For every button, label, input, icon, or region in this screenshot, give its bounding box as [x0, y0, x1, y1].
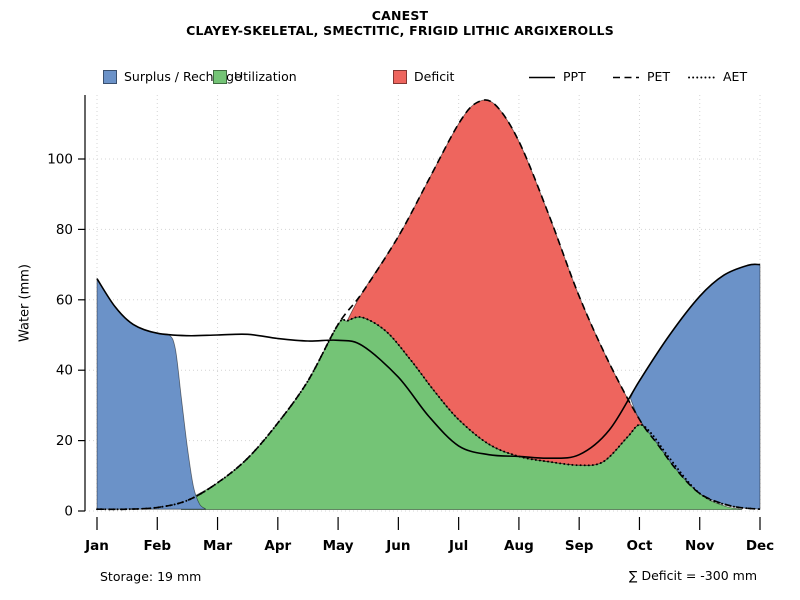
legend-item-utilization: Utilization: [213, 69, 297, 84]
y-tick-label: 80: [56, 222, 73, 238]
y-tick-label: 100: [47, 152, 73, 168]
y-tick-label: 0: [64, 504, 73, 520]
legend-label: Deficit: [414, 69, 455, 84]
legend-label: Surplus / Recharge: [124, 69, 242, 84]
y-axis-title: Water (mm): [17, 263, 33, 343]
legend-swatch-utilization: [213, 69, 227, 84]
chart-legend: Surplus / Recharge Utilization Deficit PPT P…: [0, 69, 800, 87]
deficit-annotation: ∑ Deficit = -300 mm: [629, 568, 757, 583]
chart-title: CANEST: [371, 8, 429, 23]
x-tick-label: Jul: [448, 538, 468, 554]
x-tick-label: Jan: [84, 538, 109, 554]
x-tick-label: Nov: [685, 538, 715, 554]
x-tick-label: Sep: [565, 538, 594, 554]
x-tick-label: Aug: [504, 538, 534, 554]
legend-swatch-surplus: [103, 69, 117, 84]
region-surplus-recharge-left: [96, 277, 206, 510]
legend-swatch-deficit: [393, 69, 407, 84]
x-tick-label: Mar: [203, 538, 233, 554]
x-tick-label: Apr: [264, 538, 291, 554]
legend-label: AET: [723, 69, 748, 84]
x-tick-label: Jun: [385, 538, 410, 554]
legend-item-pet: PET: [612, 69, 670, 84]
legend-line-sample-solid-icon: [529, 76, 555, 78]
legend-item-ppt: PPT: [528, 69, 586, 84]
x-tick-label: May: [323, 538, 354, 554]
series-line-aet: [96, 316, 761, 511]
legend-label: PET: [647, 69, 671, 84]
y-tick-label: 20: [56, 433, 73, 449]
legend-label: Utilization: [234, 69, 297, 84]
y-tick-label: 60: [56, 292, 73, 308]
legend-line-sample-dotted-icon: [688, 76, 716, 78]
legend-line-sample-dashed-icon: [613, 76, 639, 78]
chart-subtitle: CLAYEY-SKELETAL, SMECTITIC, FRIGID LITHI…: [186, 23, 614, 38]
legend-item-aet: AET: [688, 69, 747, 84]
x-tick-label: Oct: [626, 538, 652, 554]
legend-item-deficit: Deficit: [393, 69, 454, 84]
series-line-ppt: [96, 263, 761, 460]
storage-annotation: Storage: 19 mm: [100, 569, 202, 584]
x-tick-label: Dec: [746, 538, 774, 554]
x-tick-label: Feb: [144, 538, 172, 554]
y-tick-label: 40: [56, 363, 73, 379]
legend-item-surplus-recharge: Surplus / Recharge: [103, 69, 242, 84]
legend-label: PPT: [563, 69, 586, 84]
